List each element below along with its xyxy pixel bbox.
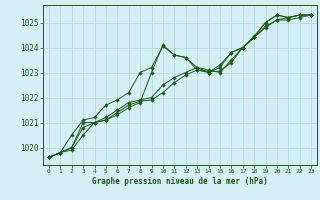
X-axis label: Graphe pression niveau de la mer (hPa): Graphe pression niveau de la mer (hPa) [92,177,268,186]
